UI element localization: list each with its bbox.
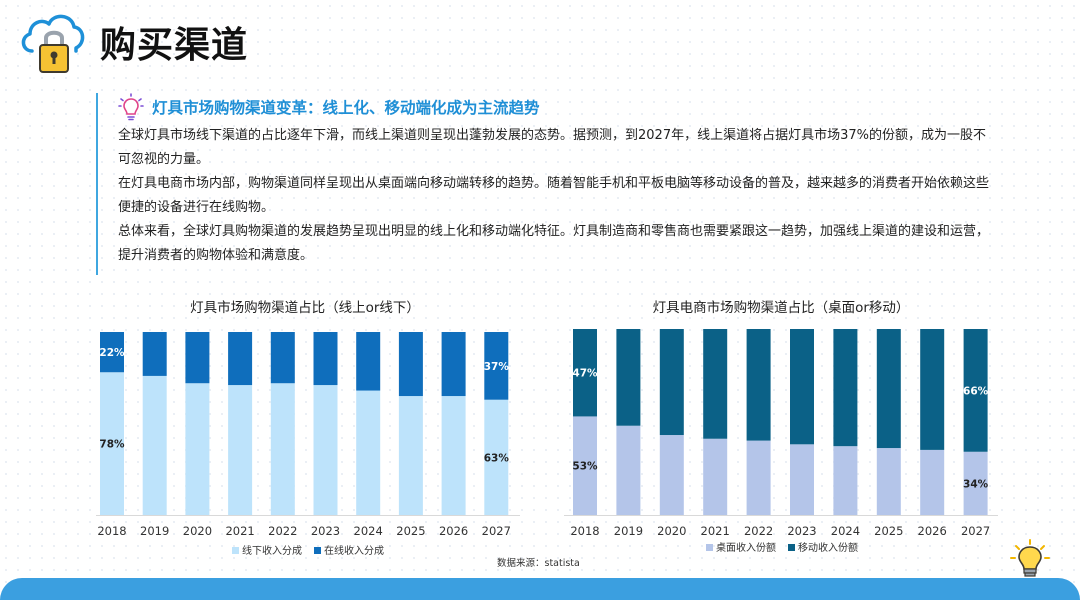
x-tick-label: 2021 — [225, 524, 254, 538]
x-tick-label: 2024 — [354, 524, 383, 538]
legend-label: 线下收入分成 — [242, 544, 302, 557]
page-title: 购买渠道 — [100, 25, 249, 66]
paragraph-2: 在灯具电商市场内部，购物渠道同样呈现出从桌面端向移动端转移的趋势。随着智能手机和… — [118, 176, 990, 215]
x-tick-label: 2024 — [831, 524, 860, 538]
data-label: 53% — [572, 461, 598, 473]
x-tick-label: 2023 — [311, 524, 340, 538]
cloud-lock-icon — [21, 14, 85, 73]
bar-segment — [833, 446, 858, 515]
bar-segment — [441, 332, 466, 397]
data-label: 78% — [99, 439, 125, 451]
x-tick-label: 2018 — [97, 524, 126, 538]
x-tick-label: 2023 — [787, 524, 816, 538]
x-tick-label: 2025 — [874, 524, 903, 538]
data-label: 37% — [484, 361, 510, 373]
bar-segment — [746, 329, 771, 441]
data-label: 66% — [963, 385, 989, 397]
bar-segment — [790, 444, 814, 515]
summary-section: 灯具市场购物渠道变革：线上化、移动端化成为主流趋势 全球灯具市场线下渠道的占比逐… — [96, 93, 996, 275]
bar-segment — [356, 332, 381, 391]
bar-segment — [616, 329, 641, 426]
data-label: 63% — [484, 452, 510, 464]
x-tick-label: 2020 — [657, 524, 686, 538]
x-tick-label: 2027 — [482, 524, 511, 538]
x-tick-label: 2022 — [268, 524, 297, 538]
x-tick-label: 2019 — [614, 524, 643, 538]
bar-segment — [484, 399, 509, 515]
x-tick-label: 2025 — [396, 524, 425, 538]
page-header: 购买渠道 — [18, 6, 248, 78]
data-label: 47% — [572, 368, 598, 380]
bar-segment — [963, 329, 988, 452]
bar-segment — [746, 440, 771, 515]
x-tick-label: 2018 — [570, 524, 599, 538]
data-label: 34% — [963, 478, 989, 490]
bar-segment — [100, 332, 124, 373]
bar-segment — [142, 332, 167, 376]
bar-segment — [920, 329, 945, 450]
legend-label: 移动收入份额 — [798, 541, 858, 554]
bar-segment — [100, 372, 124, 515]
chart-2-title: 灯具电商市场购物渠道占比（桌面or移动） — [652, 300, 910, 316]
bar-segment — [876, 448, 901, 515]
x-tick-label: 2020 — [183, 524, 212, 538]
data-source-note: 数据来源：statista — [497, 558, 580, 569]
bar-segment — [790, 329, 814, 445]
bar-segment — [876, 329, 901, 449]
bar-segment — [142, 375, 167, 515]
bar-segment — [659, 435, 684, 515]
bar-segment — [356, 390, 381, 515]
bottom-band — [0, 578, 1080, 600]
section-subtitle: 灯具市场购物渠道变革：线上化、移动端化成为主流趋势 — [152, 99, 540, 117]
bar-segment — [833, 329, 858, 447]
bar-segment — [185, 332, 210, 384]
x-tick-label: 2026 — [918, 524, 947, 538]
bar-segment — [185, 383, 210, 515]
bar-segment — [616, 425, 641, 515]
bar-segment — [573, 416, 597, 515]
x-tick-label: 2027 — [961, 524, 990, 538]
legend-label: 桌面收入份额 — [716, 541, 776, 554]
x-tick-label: 2019 — [140, 524, 169, 538]
lightbulb-icon — [118, 93, 144, 121]
bar-segment — [484, 332, 509, 400]
legend-swatch — [232, 547, 239, 554]
legend-swatch — [788, 544, 795, 551]
bar-segment — [441, 396, 466, 515]
legend-label: 在线收入分成 — [324, 544, 384, 557]
bar-segment — [963, 451, 988, 515]
bar-segment — [398, 332, 423, 397]
bar-segment — [703, 438, 728, 515]
chart-1-title: 灯具市场购物渠道占比（线上or线下） — [190, 300, 420, 316]
x-tick-label: 2026 — [439, 524, 468, 538]
bar-segment — [398, 396, 423, 515]
legend-swatch — [706, 544, 713, 551]
paragraph-3: 总体来看，全球灯具购物渠道的发展趋势呈现出明显的线上化和移动端化特征。灯具制造商… — [118, 224, 990, 263]
bar-segment — [313, 385, 338, 515]
bar-segment — [270, 383, 295, 515]
bar-segment — [228, 332, 253, 386]
bar-segment — [270, 332, 295, 384]
bar-segment — [573, 329, 597, 417]
bar-segment — [659, 329, 684, 436]
paragraph-1: 全球灯具市场线下渠道的占比逐年下滑，而线上渠道则呈现出蓬勃发展的态势。据预测，到… — [118, 128, 986, 167]
bar-segment — [920, 449, 945, 515]
data-label: 22% — [99, 347, 125, 359]
legend-swatch — [314, 547, 321, 554]
bar-segment — [703, 329, 728, 439]
subtitle-row: 灯具市场购物渠道变革：线上化、移动端化成为主流趋势 — [118, 93, 996, 121]
x-tick-label: 2022 — [744, 524, 773, 538]
bar-segment — [313, 332, 338, 386]
idea-bulb-icon — [1010, 539, 1050, 577]
x-tick-label: 2021 — [701, 524, 730, 538]
bar-segment — [228, 385, 253, 515]
